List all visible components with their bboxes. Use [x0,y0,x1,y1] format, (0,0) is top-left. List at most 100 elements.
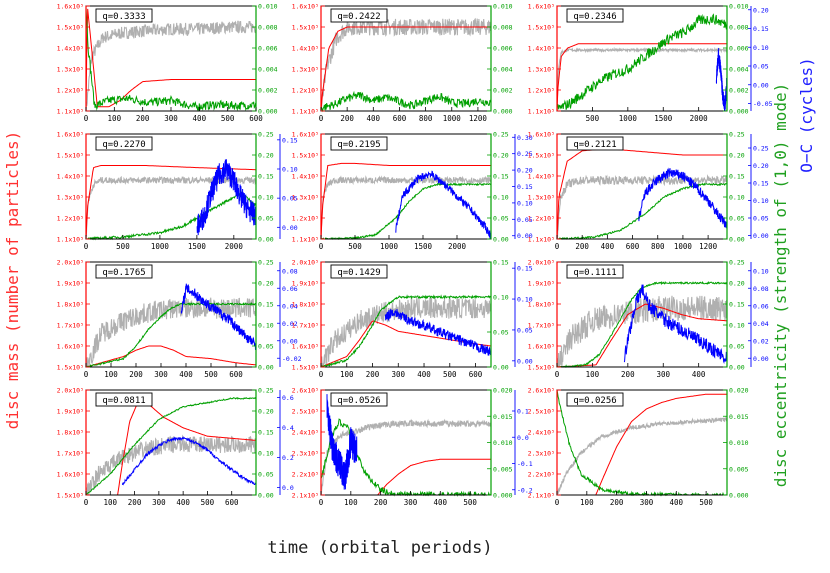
x-tick-label: 400 [692,370,706,379]
x-tick-label: 400 [670,498,684,507]
left-tick-label: 1.4x10⁵ [528,173,555,181]
left-tick-label: 1.3x10⁵ [57,66,84,74]
right-tick-label: 0.15 [258,301,274,309]
left-tick-label: 2.3x10⁵ [528,450,555,458]
x-tick-label: 1000 [619,114,638,123]
right-tick-label: 0.00 [729,364,745,372]
x-tick-label: 1000 [674,242,693,251]
right-tick-label: 0.010 [729,3,749,11]
x-tick-label: 600 [626,242,640,251]
left-tick-label: 1.1x10⁵ [292,108,319,116]
series-oc [180,283,257,351]
x-tick-label: 400 [601,242,615,251]
left-tick-label: 2.6x10⁵ [292,387,319,395]
oc-tick-label: 0.05 [753,63,769,71]
left-tick-label: 1.8x10⁵ [57,429,84,437]
oc-tick-label: 0.20 [753,6,769,14]
x-tick-label: 500 [116,242,130,251]
right-tick-label: 0.10 [729,322,745,330]
left-tick-label: 1.1x10⁵ [57,236,84,244]
left-tick-label: 1.5x10⁵ [292,364,319,372]
series-grey [556,295,728,368]
x-tick-label: 1000 [380,242,399,251]
panel-title: q=0.2195 [337,140,380,150]
left-tick-label: 2.1x10⁵ [528,492,555,500]
oc-tick-label: 0.00 [753,232,769,240]
panel-title-box [95,264,153,279]
left-tick-label: 1.1x10⁵ [528,236,555,244]
right-tick-label: 0.006 [493,45,513,53]
series-oc [196,159,257,236]
oc-tick-label: 0.00 [753,81,769,89]
x-tick-label: 100 [586,370,600,379]
panel-title: q=0.1429 [337,268,380,278]
series-disc-mass [377,458,491,496]
left-tick-label: 2.0x10⁵ [528,259,555,267]
left-tick-label: 1.5x10⁵ [292,152,319,160]
right-tick-label: 0.00 [258,236,274,244]
series-oc [715,48,728,112]
panel-title-box [95,392,153,407]
panel-title: q=0.2270 [102,140,145,150]
x-tick-label: 2000 [690,114,709,123]
right-tick-label: 0.10 [493,294,509,302]
series-disc-mass [556,43,727,112]
series-disc-mass [595,393,727,496]
right-tick-label: 0.002 [493,87,513,95]
right-tick-label: 0.20 [258,280,274,288]
oc-tick-label: 0.15 [753,180,769,188]
panel-title: q=0.1111 [573,268,616,278]
oc-tick-label: 0.20 [517,167,533,175]
x-tick-label: 0 [84,498,89,507]
x-tick-label: 300 [391,370,405,379]
left-tick-label: 1.4x10⁵ [57,45,84,53]
series-eccentricity [85,397,257,495]
x-tick-label: 100 [340,370,354,379]
xlabel-time: time (orbital periods) [267,538,493,558]
panel-q-0_0811: 0 100 200 300 400 500 600 1.5x10⁵ 1.6x10⁵ 1.7x10⁵… [57,387,294,508]
oc-tick-label: 0.20 [753,162,769,170]
x-tick-label: 800 [651,242,665,251]
oc-tick-label: 0.00 [282,224,298,232]
x-tick-label: 200 [129,370,143,379]
left-tick-label: 2.3x10⁵ [292,450,319,458]
left-tick-label: 1.2x10⁵ [57,215,84,223]
x-tick-label: 400 [434,498,448,507]
right-tick-label: 0.05 [493,329,509,337]
right-tick-label: 0.15 [493,173,509,181]
right-tick-label: 0.002 [258,87,278,95]
left-tick-label: 1.2x10⁵ [57,87,84,95]
x-tick-label: 0 [319,498,324,507]
left-tick-label: 1.9x10⁵ [57,280,84,288]
x-tick-label: 100 [344,498,358,507]
left-tick-label: 1.6x10⁵ [292,3,319,11]
series-disc-mass [85,345,257,368]
right-tick-label: 0.20 [729,152,745,160]
oc-tick-label: 0.05 [517,326,533,334]
oc-tick-label: 0.15 [517,183,533,191]
series-oc [395,170,492,240]
series-grey [320,17,492,110]
right-tick-label: 0.004 [493,66,513,74]
right-tick-label: 0.000 [729,492,749,500]
oc-tick-label: 0.10 [753,197,769,205]
oc-tick-label: 0.05 [517,216,533,224]
x-tick-label: 1000 [443,114,462,123]
oc-tick-label: 0.06 [753,302,769,310]
x-tick-label: 1200 [699,242,718,251]
oc-tick-label: 0.25 [517,150,533,158]
x-tick-label: 500 [221,114,235,123]
oc-tick-label: 0.02 [282,320,298,328]
series-grey [320,175,492,240]
x-tick-label: 600 [469,370,483,379]
x-tick-label: 0 [84,370,89,379]
panel-q-0_3333: 0 100 200 300 400 500 600 1.1x10⁵ 1.2x10⁵ 1.3x10⁵… [57,3,278,124]
panel-title-box [566,264,624,279]
right-axis-title: disc eccentricity (strength of (1,0) mod… [752,0,830,530]
series-grey [556,46,728,111]
right-tick-label: 0.015 [493,413,513,421]
x-tick-label: 0 [319,370,324,379]
panel-q-0_2195: 0 500 1000 1500 2000 1.1x10⁵ 1.2x10⁵ 1.3x10⁵ 1.4… [292,131,533,252]
oc-tick-label: 0.05 [753,215,769,223]
x-tick-label: 500 [699,498,713,507]
